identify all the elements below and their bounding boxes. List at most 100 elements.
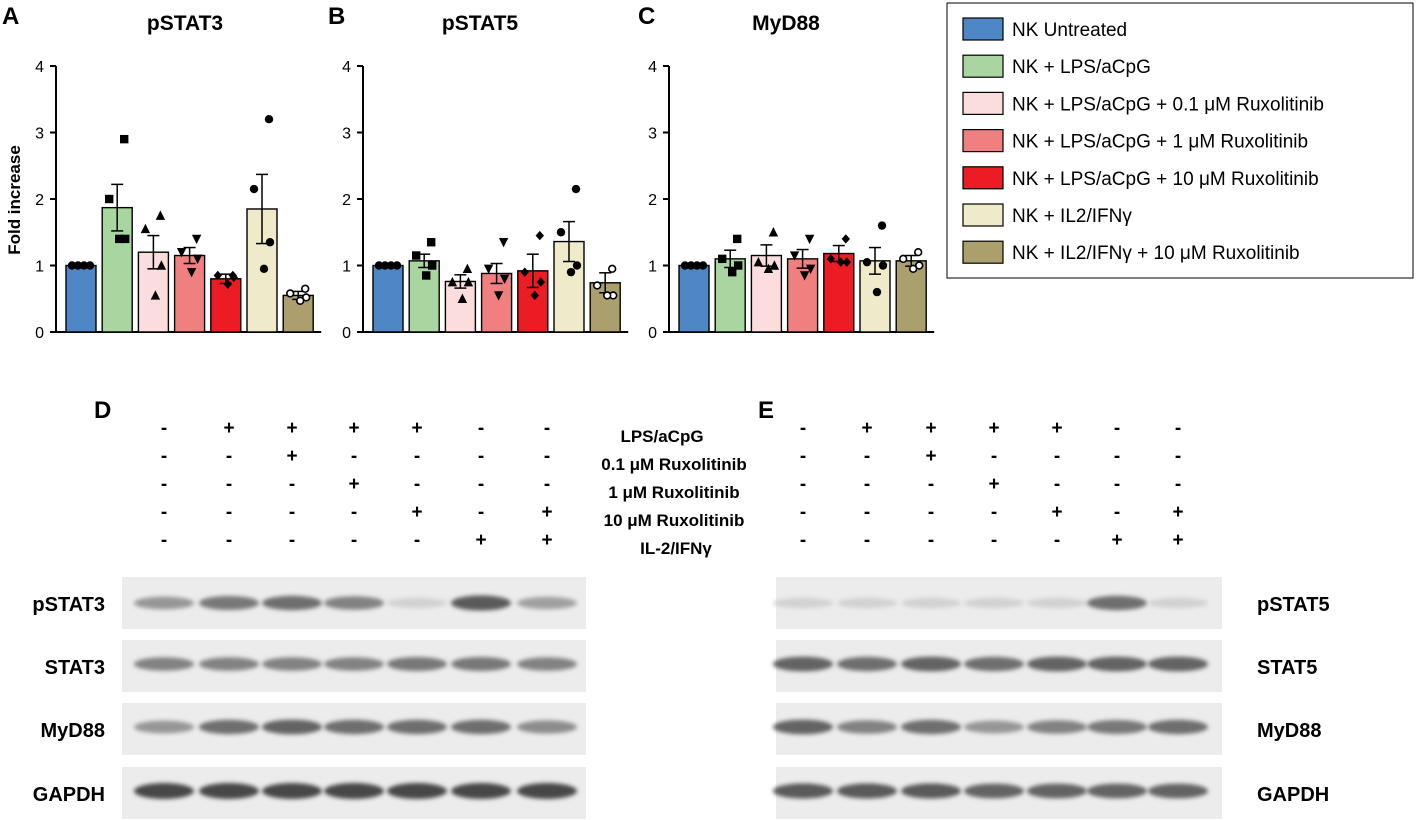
data-point — [140, 223, 151, 234]
data-point — [789, 251, 800, 261]
chart-plot-area: 0 1 2 3 4 — [35, 59, 322, 342]
data-point — [412, 251, 421, 260]
data-point — [862, 257, 872, 267]
blot-label: pSTAT5 — [1257, 594, 1330, 616]
y-tick-label: 2 — [342, 192, 351, 209]
data-point — [520, 267, 529, 277]
legend-frame — [946, 2, 1414, 279]
band — [773, 719, 833, 735]
condition-symbol: - — [1054, 474, 1060, 495]
condition-symbol: - — [864, 530, 870, 551]
data-point — [259, 264, 269, 274]
data-point — [836, 257, 845, 267]
data-point — [186, 267, 197, 278]
legend: NK Untreated NK + LPS/aCpG NK + LPS/aCpG +… — [946, 2, 1414, 279]
condition-symbol: - — [544, 474, 550, 495]
panel-letter: C — [638, 3, 655, 30]
bar — [210, 278, 242, 333]
condition-symbol: - — [991, 502, 997, 523]
condition-symbol: - — [800, 446, 806, 467]
data-point — [592, 281, 602, 290]
band — [451, 595, 511, 611]
condition-symbol: - — [800, 530, 806, 551]
data-point — [826, 254, 835, 264]
condition-symbol: - — [351, 530, 357, 551]
condition-symbol: - — [289, 530, 295, 551]
data-point — [105, 194, 114, 204]
condition-symbol: + — [925, 446, 936, 467]
y-tick-label: 4 — [35, 59, 44, 76]
data-point — [265, 238, 275, 247]
legend-label: NK + LPS/aCpG — [1012, 57, 1151, 78]
data-point — [176, 248, 187, 258]
data-point — [769, 260, 780, 270]
condition-symbol: - — [1114, 418, 1120, 439]
y-tick-label: 0 — [648, 325, 657, 342]
condition-symbol: - — [800, 502, 806, 523]
condition-symbol: + — [1111, 530, 1122, 551]
condition-symbol: - — [864, 502, 870, 523]
data-point — [753, 256, 764, 267]
bar — [372, 264, 404, 333]
band — [262, 595, 322, 611]
data-point — [386, 261, 396, 270]
data-point — [213, 270, 222, 281]
condition-matrix: - + + + + - - - - + - - - - - - - + - - - - - - - + - + - - - - - + + — [800, 418, 1184, 551]
data-point — [286, 289, 295, 298]
condition-symbol: + — [988, 474, 999, 495]
band — [773, 597, 833, 609]
band — [451, 783, 511, 799]
band — [964, 720, 1024, 734]
condition-symbol: + — [286, 418, 297, 439]
band — [901, 783, 961, 799]
y-tick-label: 2 — [648, 192, 657, 209]
chart-title: MyD88 — [752, 12, 820, 35]
condition-symbol: - — [414, 474, 420, 495]
band — [1087, 720, 1147, 734]
condition-label: 1 μM Ruxolitinib — [608, 483, 739, 502]
blot-label: GAPDH — [33, 784, 105, 806]
bar — [678, 264, 710, 333]
band — [1087, 595, 1147, 611]
legend-swatch — [962, 203, 1004, 227]
condition-symbol: - — [864, 446, 870, 467]
condition-symbol: - — [478, 502, 484, 523]
data-point — [768, 227, 779, 237]
bar — [173, 254, 206, 333]
data-point — [447, 276, 458, 287]
condition-symbol: + — [411, 502, 422, 523]
data-point — [156, 260, 167, 270]
blot-strip: STAT5 — [773, 640, 1317, 692]
y-tick-label: 0 — [35, 325, 44, 342]
band — [451, 657, 511, 671]
panel-letter: D — [94, 397, 111, 424]
band — [837, 656, 897, 672]
condition-label: LPS/aCpG — [620, 427, 703, 446]
condition-symbol: - — [800, 418, 806, 439]
condition-symbol: - — [289, 502, 295, 523]
legend-swatch — [962, 91, 1004, 116]
data-point — [535, 230, 544, 241]
data-point — [296, 296, 305, 305]
bar — [444, 280, 477, 333]
band — [1148, 656, 1208, 672]
data-point — [898, 254, 908, 264]
chart-plot-area: 0 1 2 3 4 — [648, 59, 935, 342]
condition-symbol: + — [348, 418, 359, 439]
blot-label: MyD88 — [41, 720, 105, 742]
data-point — [483, 264, 494, 275]
chart-panel-b: B pSTAT5 0 1 2 3 4 — [328, 3, 629, 342]
legend-label: NK + LPS/aCpG + 0.1 μM Ruxolitinib — [1012, 94, 1324, 115]
condition-symbol: - — [289, 474, 295, 495]
data-point — [79, 261, 89, 270]
condition-symbol: + — [1051, 418, 1062, 439]
band — [134, 596, 194, 610]
blot-strip: MyD88 — [41, 703, 586, 755]
data-point — [530, 290, 539, 301]
legend-label: NK + LPS/aCpG + 10 μM Ruxolitinib — [1012, 169, 1319, 190]
condition-label: 10 μM Ruxolitinib — [604, 511, 745, 530]
data-point — [733, 234, 742, 244]
data-point — [698, 261, 708, 270]
band — [773, 783, 833, 799]
